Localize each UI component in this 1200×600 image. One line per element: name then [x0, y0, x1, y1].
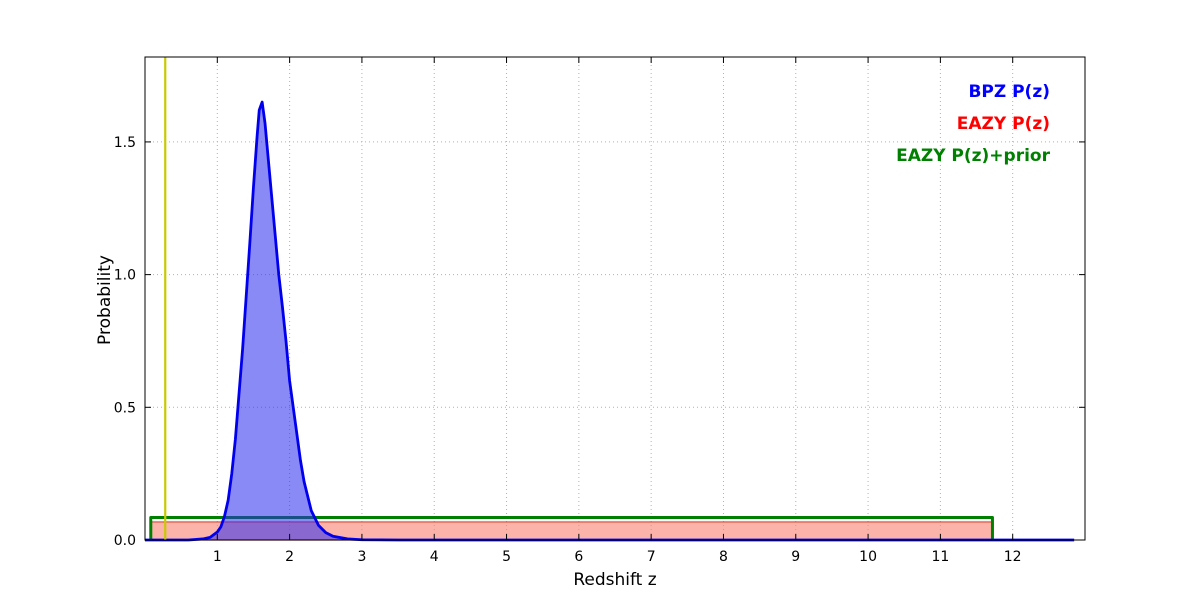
series-fill	[145, 102, 1075, 540]
legend-entry: EAZY P(z)+prior	[896, 146, 1050, 166]
y-tick-label: 1.5	[114, 135, 136, 151]
x-tick-label: 3	[357, 549, 366, 565]
series-line	[145, 100, 1075, 542]
legend-entry: BPZ P(z)	[968, 82, 1050, 102]
x-tick-label: 7	[647, 549, 656, 565]
x-tick-label: 2	[285, 549, 294, 565]
x-tick-label: 8	[719, 549, 728, 565]
y-tick-label: 1.0	[114, 268, 136, 284]
x-axis-label: Redshift z	[573, 570, 657, 590]
series-fill	[150, 521, 993, 540]
legend-entry: EAZY P(z)	[956, 114, 1050, 134]
series-line	[149, 515, 994, 540]
x-tick-label: 10	[859, 549, 877, 565]
y-tick-label: 0.5	[114, 400, 136, 416]
x-tick-label: 1	[213, 549, 222, 565]
x-tick-label: 9	[791, 549, 800, 565]
y-axis-label: Probability	[95, 255, 115, 345]
x-tick-label: 11	[931, 549, 949, 565]
axes-frame	[144, 56, 1086, 541]
legend: BPZ P(z) EAZY P(z) EAZY P(z)+prior	[896, 76, 1050, 172]
x-tick-label: 12	[1004, 549, 1022, 565]
x-tick-label: 6	[574, 549, 583, 565]
x-tick-label: 5	[502, 549, 511, 565]
x-tick-label: 4	[430, 549, 439, 565]
y-tick-label: 0.0	[114, 533, 136, 549]
